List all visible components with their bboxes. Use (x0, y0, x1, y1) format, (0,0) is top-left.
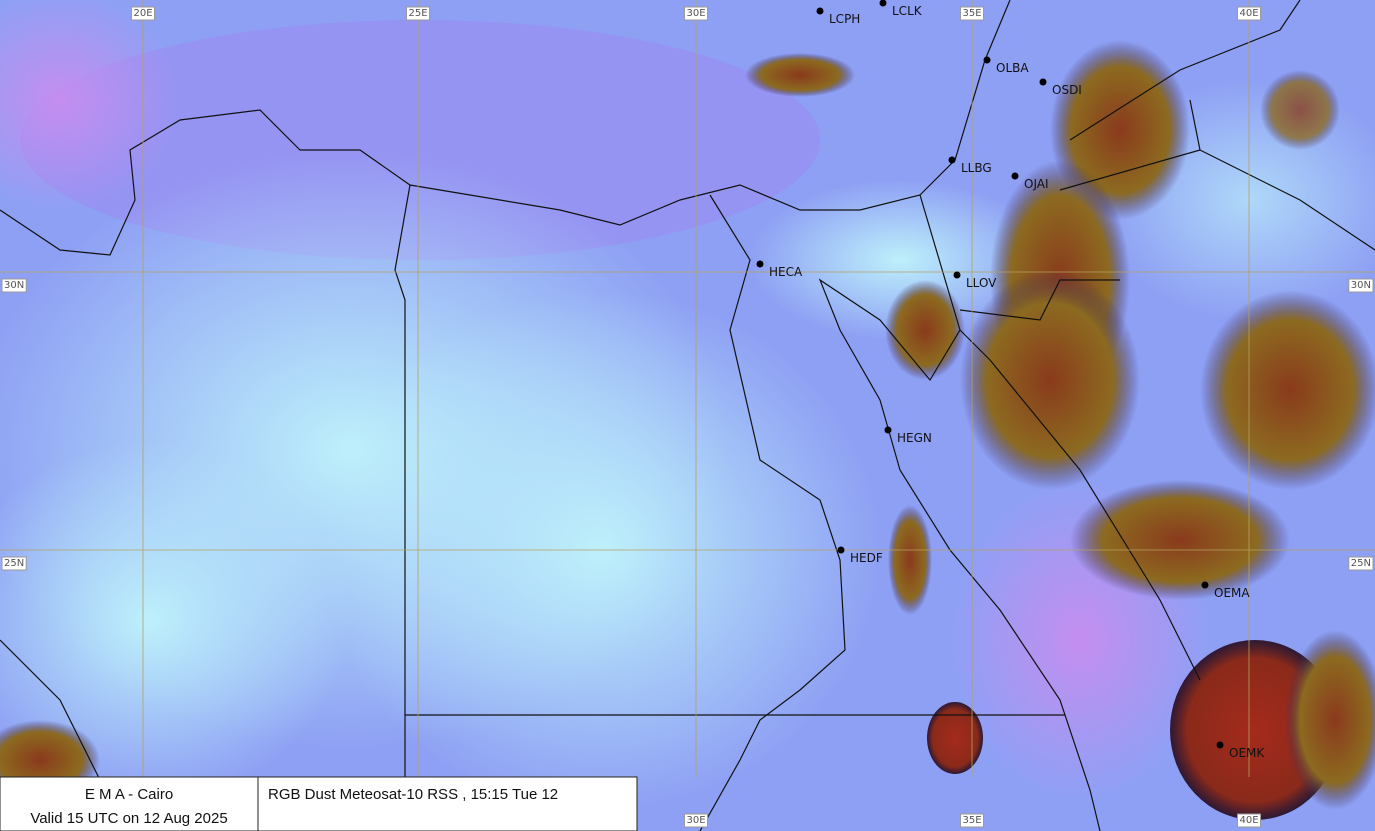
agency: E M A - Cairo (85, 786, 173, 803)
station-marker (1216, 741, 1224, 749)
grid-label: 30N (4, 280, 24, 291)
grid-label: 30N (1351, 280, 1371, 291)
grid-label-box (1236, 813, 1262, 828)
footer-box (257, 776, 638, 831)
grid-label: 35E (962, 815, 981, 826)
station-marker (1201, 581, 1209, 589)
grid-label: 35E (962, 8, 981, 19)
station-label: LLOV (966, 276, 997, 290)
station-marker (884, 426, 892, 434)
station-marker (756, 260, 764, 268)
station-label: HEGN (897, 431, 932, 445)
station-label: OEMK (1229, 746, 1265, 760)
graticule (0, 0, 1375, 777)
station-label: LCPH (829, 12, 860, 26)
grid-label: 40E (1239, 8, 1258, 19)
station-marker (983, 56, 991, 64)
station-marker (953, 271, 961, 279)
grid-label-box (959, 813, 985, 828)
station-label: OLBA (996, 61, 1029, 75)
footer: E M A - Cairo Valid 15 UTC on 12 Aug 202… (0, 776, 638, 831)
grid-label: 25E (408, 8, 427, 19)
grid-label: 25N (1351, 558, 1371, 569)
station-marker (948, 156, 956, 164)
grid-label-box (1348, 278, 1374, 293)
grid-label-box (1, 278, 27, 293)
valid-time: Valid 15 UTC on 12 Aug 2025 (30, 810, 227, 827)
station-label: HEDF (850, 551, 883, 565)
station-label: OSDI (1052, 83, 1082, 97)
grid-label-box (683, 6, 709, 21)
grid-label-box (405, 6, 431, 21)
station-label: OEMA (1214, 586, 1250, 600)
station-label: HECA (769, 265, 803, 279)
station-label: LLBG (961, 161, 992, 175)
grid-label-box (959, 6, 985, 21)
grid-label-box (1236, 6, 1262, 21)
grid-label: 40E (1239, 815, 1258, 826)
grid-label-box (1348, 556, 1374, 571)
grid-label-box (130, 6, 156, 21)
station-marker (879, 0, 887, 7)
station-marker (1011, 172, 1019, 180)
station-marker (816, 7, 824, 15)
station-label: OJAI (1024, 177, 1049, 191)
grid-label: 20E (133, 8, 152, 19)
product: RGB Dust Meteosat-10 RSS , 15:15 Tue 12 (268, 786, 558, 803)
grid-label-box (1, 556, 27, 571)
station-marker (1039, 78, 1047, 86)
grid-label-box (683, 813, 709, 828)
grid-label: 30E (686, 8, 705, 19)
station-label: LCLK (892, 4, 923, 18)
grid-label: 30E (686, 815, 705, 826)
grid-label: 25N (4, 558, 24, 569)
footer-box (0, 776, 259, 831)
station-marker (837, 546, 845, 554)
